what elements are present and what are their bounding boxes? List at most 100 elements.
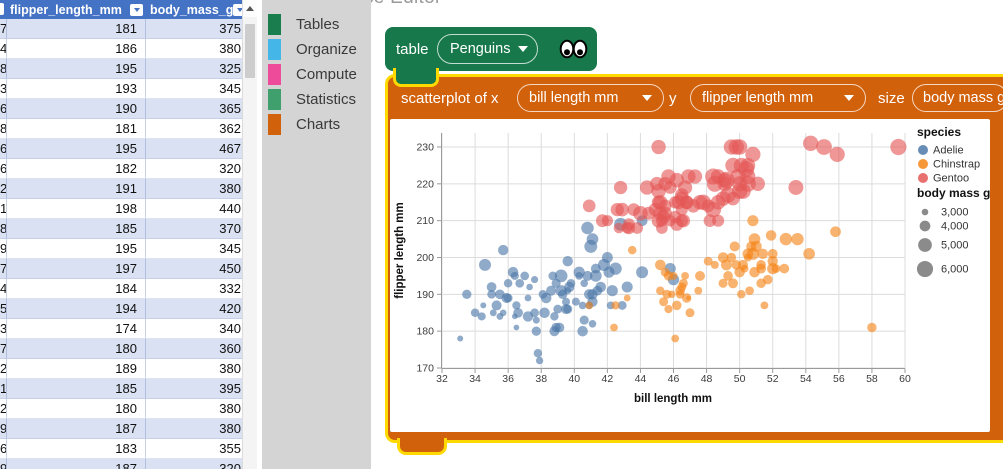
table-cell[interactable]: 7 (0, 339, 7, 359)
table-cell[interactable]: 325 (146, 59, 242, 79)
table-cell[interactable]: 187 (7, 459, 146, 469)
table-cell[interactable]: 380 (146, 39, 242, 59)
table-cell[interactable]: 180 (7, 339, 146, 359)
table-cell[interactable]: 180 (7, 399, 146, 419)
column-header-flipper-length[interactable]: flipper_length_mm (7, 0, 146, 19)
column-dropdown-button[interactable] (130, 3, 143, 16)
category-color-swatch (268, 63, 281, 85)
table-cell[interactable]: 362 (146, 119, 242, 139)
table-cell[interactable]: 2 (0, 359, 7, 379)
table-cell[interactable]: 440 (146, 199, 242, 219)
column-header-clipped[interactable] (0, 0, 7, 19)
svg-text:32: 32 (436, 373, 448, 385)
table-cell[interactable]: 2 (0, 179, 7, 199)
table-cell[interactable]: 181 (7, 19, 146, 39)
table-cell[interactable]: 2 (0, 399, 7, 419)
table-cell[interactable]: 320 (146, 159, 242, 179)
sidebar-item-organize[interactable]: Organize (262, 38, 371, 60)
table-cell[interactable]: 340 (146, 319, 242, 339)
table-cell[interactable]: 194 (7, 299, 146, 319)
chevron-down-icon (236, 7, 243, 12)
table-cell[interactable]: 193 (7, 79, 146, 99)
table-cell[interactable]: 380 (146, 419, 242, 439)
table-cell[interactable]: 195 (7, 239, 146, 259)
table-cell[interactable]: 320 (146, 459, 242, 469)
table-cell[interactable]: 345 (146, 239, 242, 259)
sidebar-item-statistics[interactable]: Statistics (262, 88, 371, 110)
x-field-dropdown[interactable]: bill length mm (517, 84, 664, 112)
table-cell[interactable]: 181 (7, 119, 146, 139)
category-color-swatch (268, 113, 281, 135)
table-cell[interactable]: 380 (146, 359, 242, 379)
table-cell[interactable]: 9 (0, 419, 7, 439)
table-cell[interactable]: 7 (0, 19, 7, 39)
table-cell[interactable]: 8 (0, 119, 7, 139)
scrollbar-up-button[interactable] (243, 0, 257, 17)
sidebar-item-label: Organize (296, 40, 357, 58)
table-cell[interactable]: 185 (7, 219, 146, 239)
sidebar-item-compute[interactable]: Compute (262, 63, 371, 85)
table-cell[interactable]: 195 (7, 139, 146, 159)
table-cell[interactable]: 195 (7, 59, 146, 79)
table-cell[interactable]: 355 (146, 439, 242, 459)
table-cell[interactable]: 186 (7, 39, 146, 59)
table-cell[interactable]: 198 (7, 199, 146, 219)
table-dropdown[interactable]: Penguins (437, 34, 538, 64)
table-cell[interactable]: 3 (0, 319, 7, 339)
table-cell[interactable]: 365 (146, 99, 242, 119)
svg-text:230: 230 (416, 142, 434, 154)
table-row: 9 187 380 (0, 419, 242, 439)
table-cell[interactable]: 197 (7, 259, 146, 279)
table-cell[interactable]: 185 (7, 379, 146, 399)
scatterplot-block[interactable]: scatterplot of x bill length mm y flippe… (385, 74, 1003, 443)
table-cell[interactable]: 174 (7, 319, 146, 339)
table-cell[interactable]: 420 (146, 299, 242, 319)
table-cell[interactable]: 375 (146, 19, 242, 39)
table-cell[interactable]: 3 (0, 79, 7, 99)
table-cell[interactable]: 6 (0, 139, 7, 159)
column-dropdown-button[interactable] (0, 3, 4, 15)
table-cell[interactable]: 6 (0, 159, 7, 179)
table-cell[interactable]: 370 (146, 219, 242, 239)
sidebar-item-charts[interactable]: Charts (262, 113, 371, 135)
table-cell[interactable]: 467 (146, 139, 242, 159)
table-cell[interactable]: 5 (0, 299, 7, 319)
table-block[interactable]: table Penguins (385, 27, 597, 71)
table-cell[interactable]: 332 (146, 279, 242, 299)
table-cell[interactable]: 380 (146, 399, 242, 419)
category-color-swatch (268, 13, 281, 35)
table-cell[interactable]: 182 (7, 159, 146, 179)
table-cell[interactable]: 189 (7, 359, 146, 379)
table-cell[interactable]: 6 (0, 99, 7, 119)
table-cell[interactable]: 360 (146, 339, 242, 359)
table-cell[interactable]: 187 (7, 419, 146, 439)
table-cell[interactable]: 8 (0, 219, 7, 239)
table-cell[interactable]: 380 (146, 179, 242, 199)
table-row: 2 191 380 (0, 179, 242, 199)
eyes-icon[interactable] (557, 38, 590, 60)
sidebar-item-tables[interactable]: Tables (262, 13, 371, 35)
table-cell[interactable]: 191 (7, 179, 146, 199)
table-cell[interactable]: 4 (0, 279, 7, 299)
table-cell[interactable]: 395 (146, 379, 242, 399)
table-cell[interactable]: 183 (7, 439, 146, 459)
table-cell[interactable]: 6 (0, 439, 7, 459)
y-field-dropdown[interactable]: flipper length mm (690, 84, 866, 112)
table-cell[interactable]: 450 (146, 259, 242, 279)
block-connector-tab (393, 68, 439, 87)
table-scrollbar[interactable] (242, 0, 257, 469)
table-cell[interactable]: 1 (0, 379, 7, 399)
table-cell[interactable]: 9 (0, 459, 7, 469)
svg-text:50: 50 (734, 373, 746, 385)
table-cell[interactable]: 8 (0, 59, 7, 79)
table-cell[interactable]: 7 (0, 259, 7, 279)
table-cell[interactable]: 9 (0, 239, 7, 259)
table-cell[interactable]: 190 (7, 99, 146, 119)
table-cell[interactable]: 1 (0, 199, 7, 219)
scrollbar-thumb[interactable] (245, 24, 255, 78)
column-header-body-mass[interactable]: body_mass_g (146, 0, 247, 19)
size-field-dropdown[interactable]: body mass g (912, 84, 1003, 112)
table-cell[interactable]: 184 (7, 279, 146, 299)
table-cell[interactable]: 4 (0, 39, 7, 59)
table-cell[interactable]: 345 (146, 79, 242, 99)
